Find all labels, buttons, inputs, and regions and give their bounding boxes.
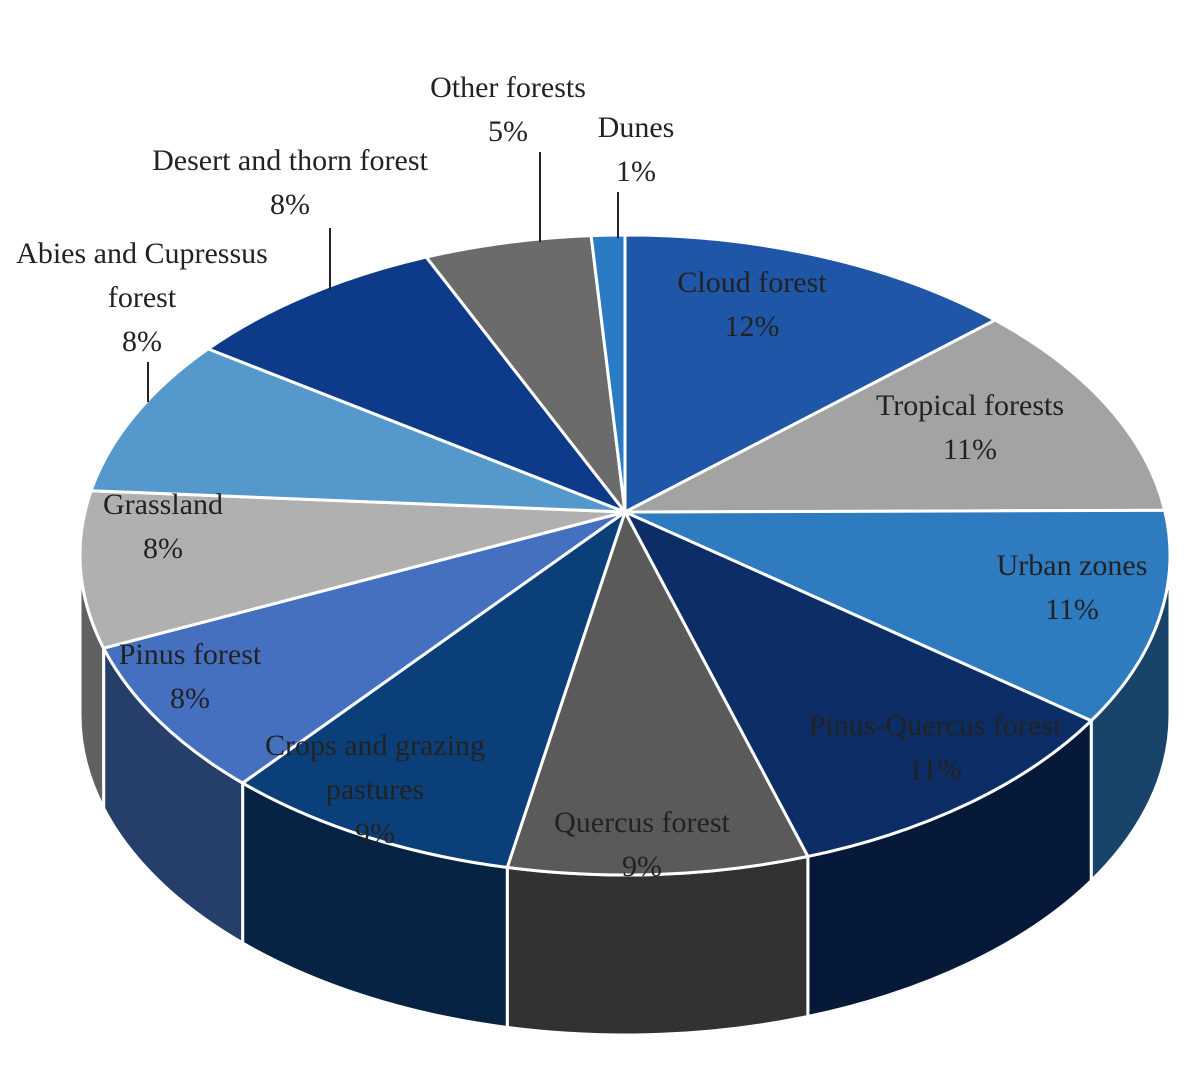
slice <box>505 510 810 877</box>
slice-label: Pinus forest 8% <box>119 633 262 721</box>
slice-label: Desert and thorn forest 8% <box>152 139 428 227</box>
value-label: 11% <box>1045 593 1099 626</box>
slice-label: Cloud forest 12% <box>677 261 826 349</box>
value-label: 9% <box>355 817 395 850</box>
slice <box>623 510 1093 858</box>
slice <box>589 233 627 514</box>
value-label: 11% <box>908 753 962 786</box>
slice <box>623 233 997 514</box>
category-label: Desert and thorn forest <box>152 144 428 177</box>
category-label: Pinus-Quercus forest <box>808 709 1062 742</box>
slice-label: Urban zones 11% <box>997 544 1148 632</box>
category-label: Quercus forest <box>554 806 730 839</box>
value-label: 8% <box>122 325 162 358</box>
value-label: 9% <box>622 850 662 883</box>
value-label: 8% <box>270 188 310 221</box>
slice-label: Pinus-Quercus forest 11% <box>809 704 1061 792</box>
slice <box>206 255 627 514</box>
category-label: Cloud forest <box>677 266 827 299</box>
slice-label: Dunes 1% <box>598 106 675 194</box>
slice-label: Other forests 5% <box>430 66 586 154</box>
value-label: 1% <box>616 155 656 188</box>
slice-label: Grassland 8% <box>103 483 223 571</box>
slice <box>623 508 1172 723</box>
slice-label: Abies and Cupressus forest 8% <box>0 232 287 364</box>
value-label: 8% <box>170 682 210 715</box>
category-label: Crops and grazing pastures <box>265 729 485 806</box>
slice <box>102 510 627 785</box>
category-label: Dunes <box>597 111 675 144</box>
slice <box>78 489 627 650</box>
slice-label: Crops and grazing pastures 9% <box>245 724 505 856</box>
slice <box>623 318 1167 514</box>
category-label: Pinus forest <box>118 638 262 671</box>
category-label: Abies and Cupressus forest <box>16 237 268 314</box>
category-label: Urban zones <box>996 549 1148 582</box>
category-label: Other forests <box>430 71 586 104</box>
value-label: 11% <box>943 433 997 466</box>
slice-label: Quercus forest 9% <box>554 801 730 889</box>
slice <box>424 234 627 514</box>
category-label: Grassland <box>103 488 223 521</box>
value-label: 5% <box>487 115 528 148</box>
slice-label: Tropical forests 11% <box>876 384 1064 472</box>
value-label: 8% <box>142 532 183 565</box>
category-label: Tropical forests <box>875 389 1065 422</box>
value-label: 12% <box>724 310 780 343</box>
slice <box>241 510 627 869</box>
slice <box>89 347 627 514</box>
